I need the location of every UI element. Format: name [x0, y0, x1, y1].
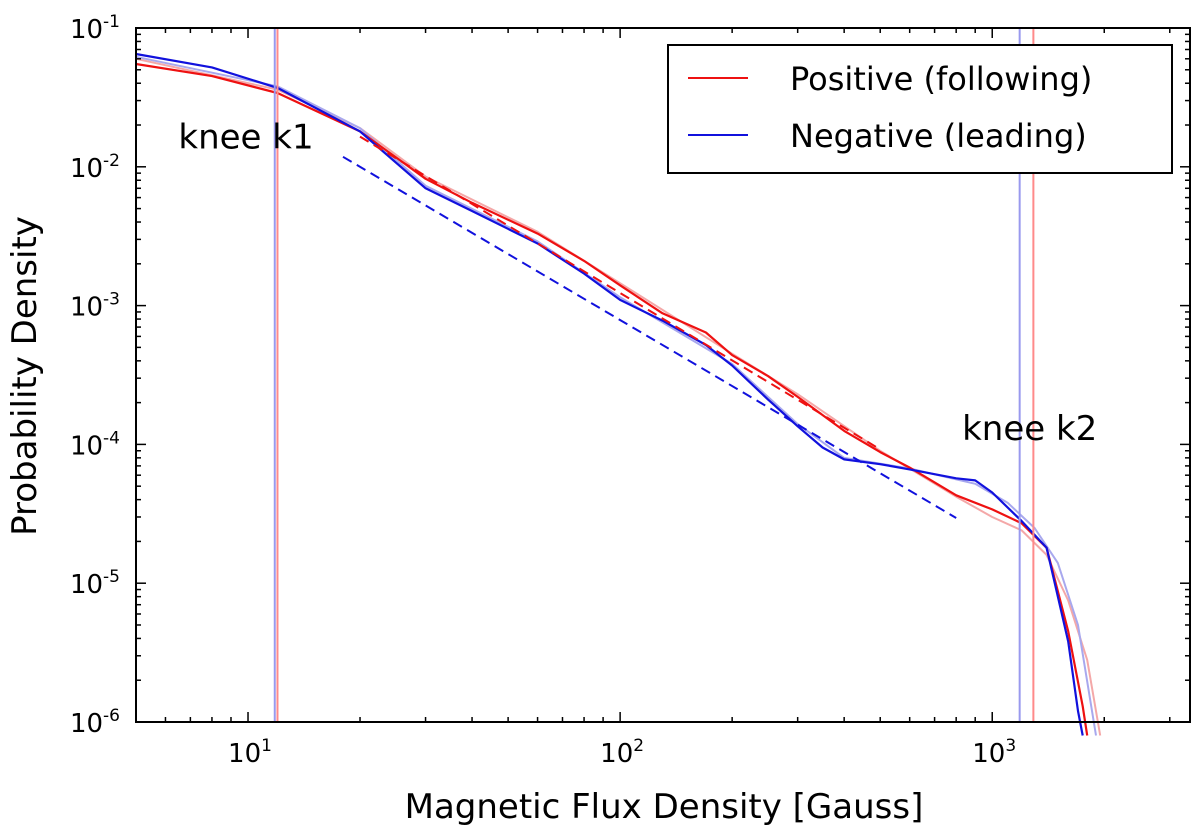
y-tick-label--1: 10-1 [70, 12, 120, 45]
y-tick-label--4: 10-4 [70, 428, 120, 461]
x-tick-label-1: 101 [228, 736, 272, 769]
y-axis-label: Probability Density [5, 216, 45, 536]
y-tick-label--3: 10-3 [70, 290, 120, 323]
y-tick-label--2: 10-2 [70, 151, 120, 184]
series-line-positive-fit [359, 135, 881, 451]
axis-ticks-layer: 101 102 103 10-1 10-2 10-3 10-4 10-5 10-6 [70, 12, 1190, 769]
series-line-negative-leading [135, 52, 1084, 736]
annotation-knee-k2: knee k2 [962, 409, 1097, 449]
legend-box [667, 44, 1173, 174]
x-tick-label-3: 103 [972, 736, 1016, 769]
series-layer [135, 52, 1102, 736]
y-tick-label--5: 10-5 [70, 567, 120, 600]
plot-frame [135, 27, 1191, 723]
annotation-knee-k1: knee k1 [178, 118, 313, 158]
y-tick-label--6: 10-6 [70, 706, 120, 739]
legend: Positive (following) Negative (leading) [667, 44, 1173, 174]
legend-label-negative: Negative (leading) [790, 117, 1087, 155]
series-line-negative-fit [342, 155, 957, 519]
x-tick-label-2: 102 [600, 736, 644, 769]
series-line-positive-following-alt [135, 57, 1102, 736]
legend-label-positive: Positive (following) [790, 60, 1092, 98]
x-axis-label: Magnetic Flux Density [Gauss] [405, 787, 924, 827]
series-line-positive-following [135, 62, 1089, 736]
